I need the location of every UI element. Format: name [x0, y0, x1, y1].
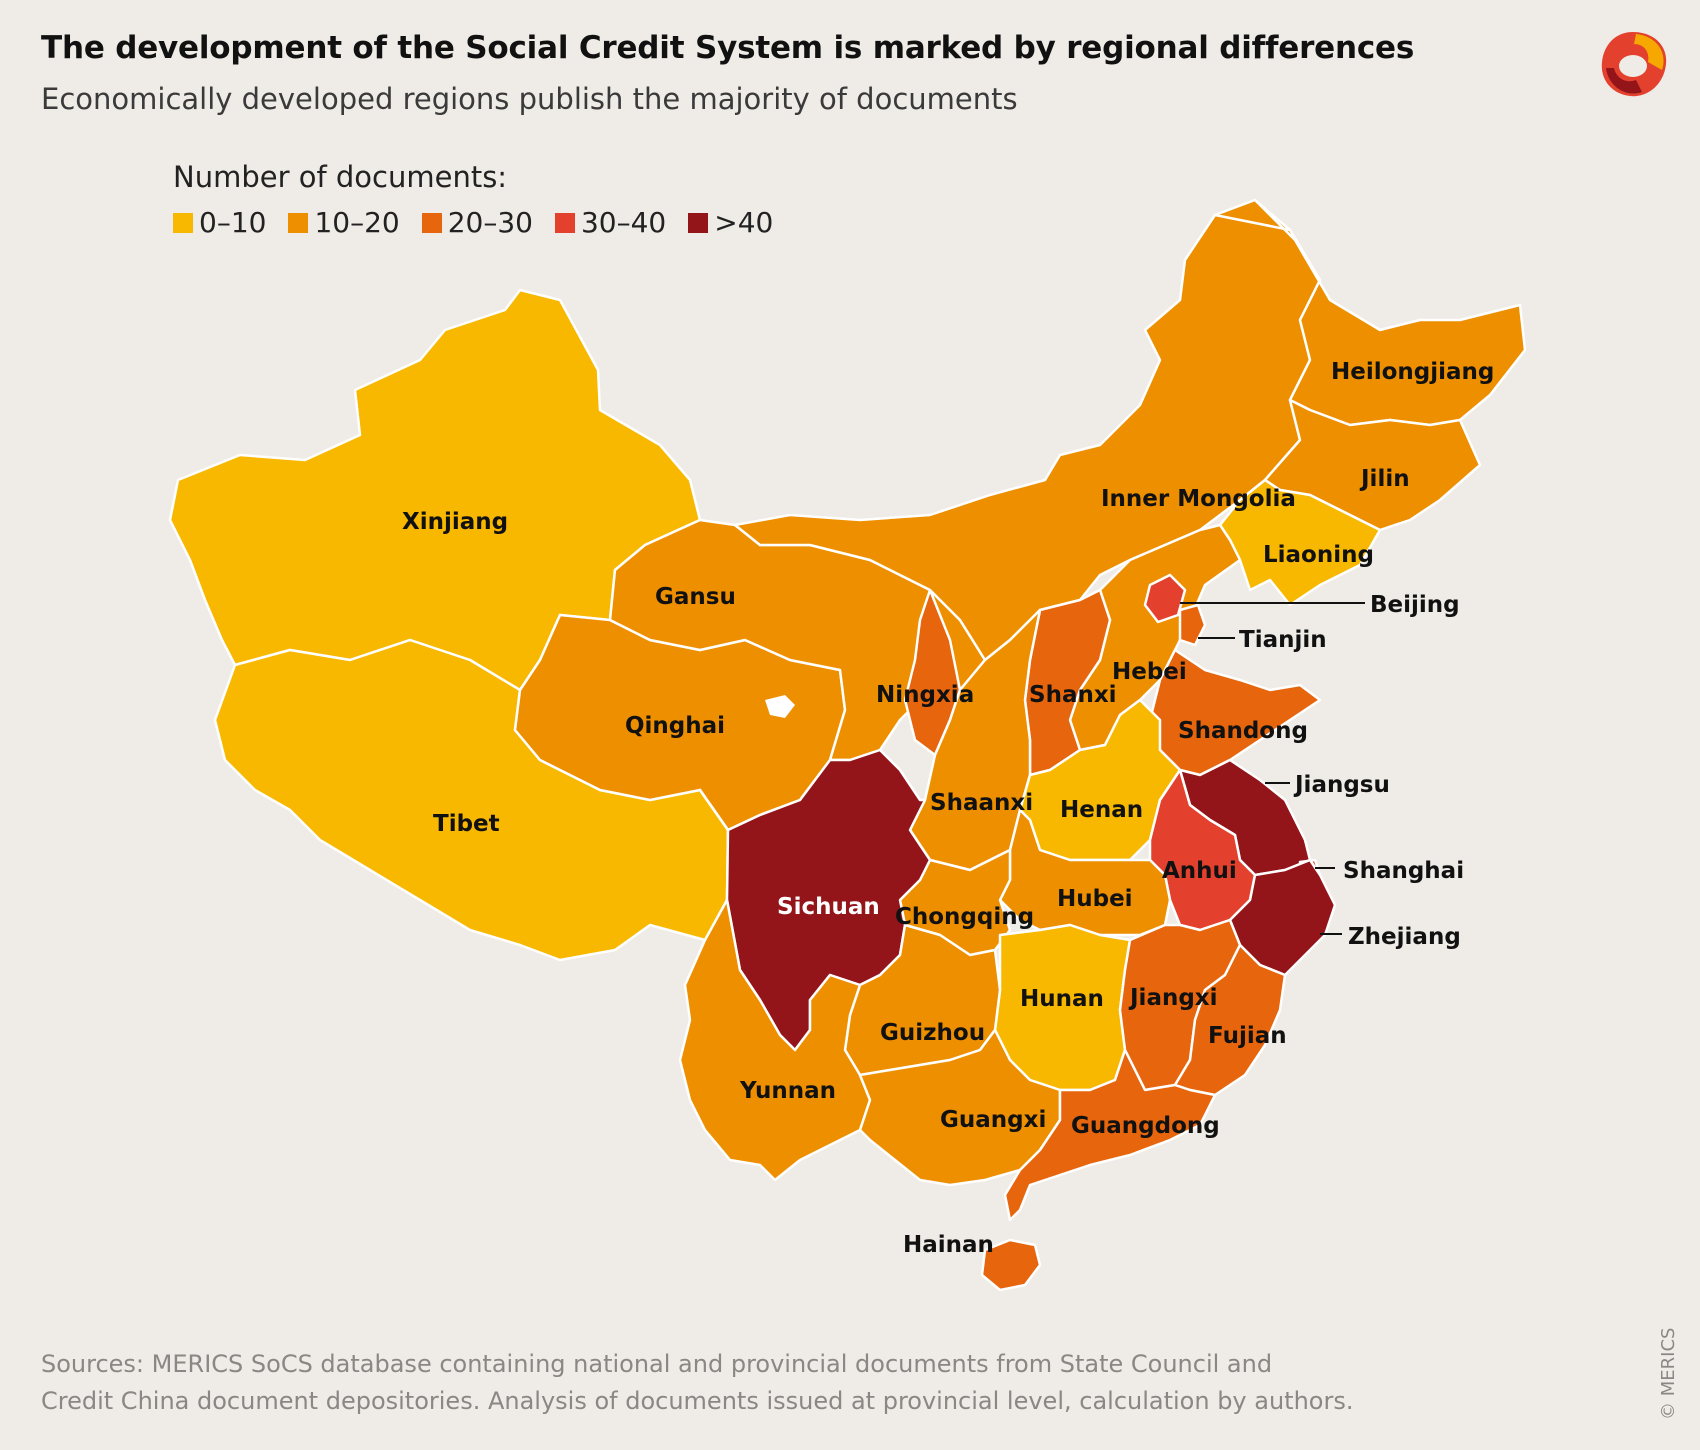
legend-title: Number of documents:: [173, 160, 508, 194]
label-hunan: Hunan: [1020, 986, 1104, 1012]
legend-item-over-40: >40: [688, 206, 773, 239]
legend-label: 30–40: [580, 206, 667, 239]
label-gansu: Gansu: [655, 584, 736, 610]
region-fujian[interactable]: [1173, 943, 1287, 1097]
label-shanxi: Shanxi: [1029, 682, 1117, 708]
source-line-1: Sources: MERICS SoCS database containing…: [41, 1350, 1273, 1378]
legend-item-20-30: 20–30: [421, 206, 533, 239]
region-beijing[interactable]: [1143, 573, 1187, 624]
source-line-2: Credit China document depositories. Anal…: [41, 1387, 1354, 1415]
map-title: The development of the Social Credit Sys…: [41, 30, 1415, 66]
label-jiangxi: Jiangxi: [1128, 985, 1218, 1011]
legend-swatch: [173, 212, 193, 233]
label-sichuan: Sichuan: [777, 894, 880, 920]
legend-swatch: [421, 212, 442, 233]
label-heilongjiang: Heilongjiang: [1331, 359, 1494, 385]
legend-label: 0–10: [199, 206, 267, 239]
label-liaoning: Liaoning: [1263, 542, 1374, 568]
label-shaanxi: Shaanxi: [930, 790, 1033, 816]
legend-swatch: [288, 212, 309, 233]
label-qinghai: Qinghai: [625, 713, 725, 739]
label-anhui: Anhui: [1162, 858, 1237, 884]
label-jiangsu: Jiangsu: [1293, 772, 1390, 798]
region-guangdong[interactable]: [1003, 1048, 1217, 1222]
legend-item-0-10: 0–10: [173, 206, 266, 239]
region-ningxia[interactable]: [903, 588, 962, 757]
label-tibet: Tibet: [433, 811, 500, 837]
legend-label: 10–20: [314, 206, 400, 239]
label-shanghai: Shanghai: [1343, 858, 1464, 884]
label-shandong: Shandong: [1178, 718, 1308, 744]
legend-item-30-40: 30–40: [554, 206, 667, 239]
merics-logo-icon: [1601, 32, 1667, 97]
label-hubei: Hubei: [1057, 886, 1133, 912]
qinghai-lake: [765, 695, 795, 718]
label-jilin: Jilin: [1359, 466, 1410, 492]
copyright: © MERICS: [1658, 1327, 1679, 1420]
label-guizhou: Guizhou: [880, 1020, 985, 1046]
region-hubei[interactable]: [998, 808, 1172, 937]
label-hebei: Hebei: [1112, 659, 1187, 685]
label-guangxi: Guangxi: [940, 1107, 1046, 1133]
label-chongqing: Chongqing: [895, 904, 1034, 930]
label-tianjin: Tianjin: [1239, 627, 1327, 653]
label-xinjiang: Xinjiang: [402, 509, 508, 535]
label-fujian: Fujian: [1208, 1023, 1287, 1049]
legend: 0–10 10–20 20–30 30–40 >40: [173, 206, 795, 239]
legend-swatch: [688, 212, 709, 233]
label-inner-mongolia: Inner Mongolia: [1101, 486, 1296, 512]
label-guangdong: Guangdong: [1071, 1113, 1220, 1139]
label-ningxia: Ningxia: [876, 682, 974, 708]
region-hainan[interactable]: [980, 1238, 1042, 1292]
legend-swatch: [554, 212, 575, 233]
label-beijing: Beijing: [1370, 592, 1460, 618]
legend-item-10-20: 10–20: [288, 206, 400, 239]
label-zhejiang: Zhejiang: [1348, 924, 1461, 950]
source-note: Sources: MERICS SoCS database containing…: [41, 1346, 1391, 1420]
map-subtitle: Economically developed regions publish t…: [41, 82, 1018, 116]
label-henan: Henan: [1060, 797, 1143, 823]
label-hainan: Hainan: [903, 1232, 994, 1258]
legend-label: 20–30: [447, 206, 533, 239]
legend-label: >40: [714, 206, 774, 239]
region-tianjin[interactable]: [1178, 603, 1207, 647]
label-yunnan: Yunnan: [739, 1078, 836, 1104]
